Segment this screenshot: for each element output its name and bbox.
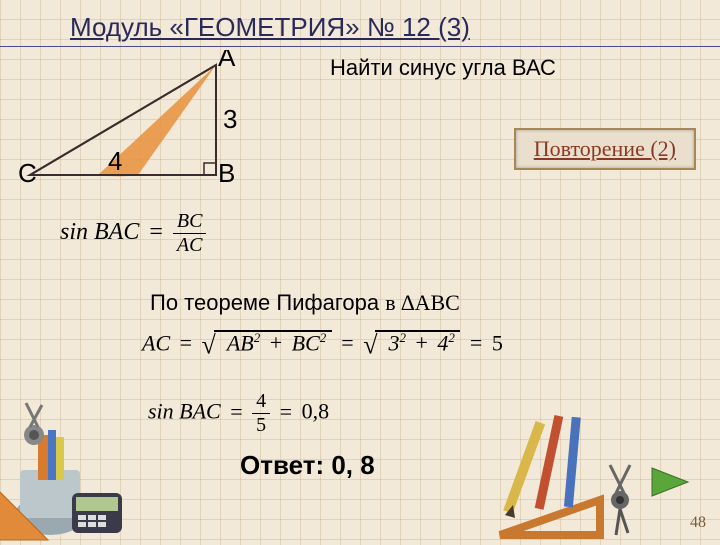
- f3-result: 0,8: [302, 399, 330, 424]
- vertex-c-label: С: [18, 158, 37, 185]
- f3-num: 4: [252, 390, 270, 414]
- sqrt-symbolic: √ AB2 + BC2: [202, 330, 332, 360]
- f3-den: 5: [252, 414, 270, 437]
- title-underline: [0, 46, 720, 47]
- vertex-b-label: В: [218, 158, 235, 185]
- f2-r2: BC: [292, 330, 320, 355]
- formula1-den: AC: [173, 234, 207, 257]
- formula-pythagoras: AC = √ AB2 + BC2 = √ 32 + 42 = 5: [142, 330, 503, 360]
- task-text: Найти синус угла ВАС: [330, 55, 556, 81]
- f2-v2: 4: [437, 330, 448, 355]
- formula1-lhs: sin BAC: [60, 219, 139, 245]
- next-button[interactable]: [648, 464, 692, 500]
- triangle-diagram: А В С 4 3: [18, 50, 278, 185]
- sqrt-numeric: √ 32 + 42: [363, 330, 460, 360]
- page-number: 48: [690, 514, 706, 532]
- review-button[interactable]: Повторение (2): [514, 128, 696, 170]
- f2-v2e: 2: [448, 330, 455, 345]
- formula-sin-def: sin BAC = BC AC: [60, 210, 206, 257]
- formula-sin-value: sin BAC = 4 5 = 0,8: [148, 390, 329, 437]
- stationery-left-icon: [0, 375, 130, 545]
- side-cb-label: 4: [108, 146, 122, 176]
- f3-lhs: sin BAC: [148, 399, 221, 424]
- theorem-text: По теореме Пифагора в ∆ABC: [150, 290, 460, 316]
- slide-title: Модуль «ГЕОМЕТРИЯ» № 12 (3): [70, 12, 470, 43]
- f2-lhs: AC: [142, 330, 170, 355]
- formula1-fraction: BC AC: [173, 210, 207, 257]
- f2-result: 5: [492, 330, 503, 355]
- answer-text: Ответ: 0, 8: [240, 450, 375, 481]
- f2-r1: AB: [227, 330, 254, 355]
- f2-r1e: 2: [254, 330, 261, 345]
- stationery-right-icon: [490, 405, 650, 545]
- theorem-label: По теореме Пифагора: [150, 290, 379, 315]
- f3-fraction: 4 5: [252, 390, 270, 437]
- f2-v1e: 2: [399, 330, 406, 345]
- vertex-a-label: А: [218, 50, 236, 72]
- formula1-num: BC: [173, 210, 207, 234]
- f2-v1: 3: [388, 330, 399, 355]
- theorem-triangle: в ∆ABC: [385, 290, 460, 315]
- f2-r2e: 2: [320, 330, 327, 345]
- side-ab-label: 3: [223, 104, 237, 134]
